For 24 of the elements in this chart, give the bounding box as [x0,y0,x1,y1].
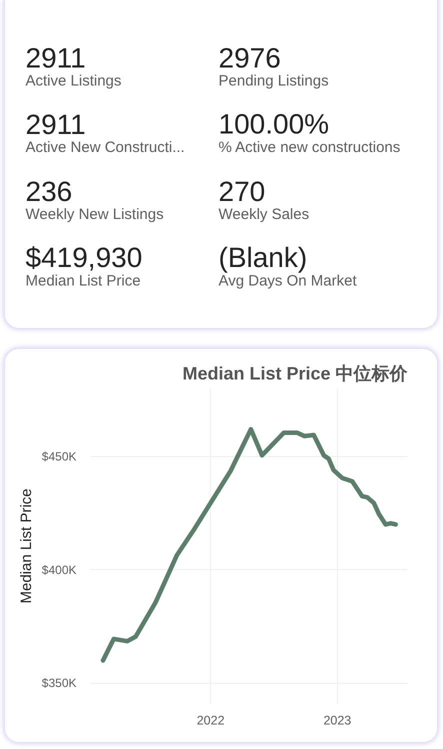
text: (Blank) [218,242,308,274]
text: 270 [218,176,266,207]
text: $419,930 [26,242,142,274]
text: 2911 [26,109,86,140]
text: Avg Days On Market [218,272,358,290]
y-tick-label: $400K [42,562,77,577]
text: Median List Price [26,272,141,290]
text: % Active new constructions [218,139,400,156]
text: Weekly Sales [218,206,310,223]
text: 236 [26,176,72,207]
text: Active New Constructi... [26,139,185,156]
y-tick-label: $350K [42,676,77,690]
y-axis-title: Median List Price [18,488,35,604]
text: 2976 [218,42,281,74]
text: Weekly New Listings [26,206,164,223]
text: 100.00% [218,108,330,140]
text: Active Listings [26,72,122,90]
x-tick-label: 2023 [323,714,352,728]
text: 2911 [26,42,86,74]
y-tick-label: $450K [42,449,77,464]
line-series [100,427,398,663]
x-tick-label: 2022 [196,714,225,728]
chart-title: Median List Price 中位标价 [182,364,408,384]
text: Pending Listings [218,72,329,90]
